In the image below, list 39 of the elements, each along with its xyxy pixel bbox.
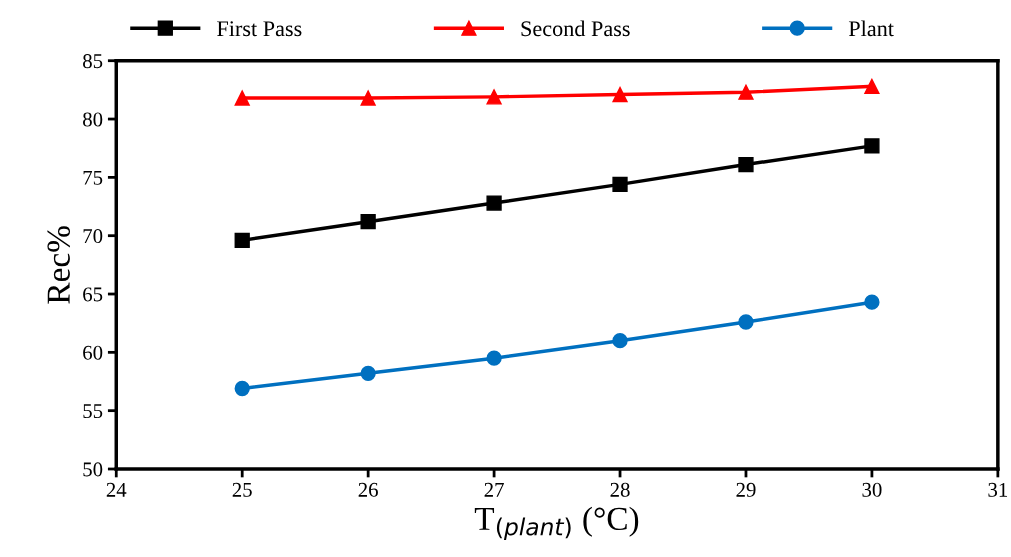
x-tick-label: 30 bbox=[862, 482, 882, 497]
legend-label: Second Pass bbox=[521, 20, 630, 37]
point bbox=[486, 350, 502, 366]
point bbox=[864, 138, 880, 154]
x-axis-title: T$_{(plant)}$ (°C) bbox=[474, 506, 639, 541]
y-axis-title: Rec% bbox=[47, 226, 71, 304]
point bbox=[612, 333, 628, 349]
y-tick-label: 50 bbox=[83, 462, 103, 477]
point bbox=[864, 294, 880, 310]
x-tick-label: 24 bbox=[106, 482, 127, 497]
point bbox=[234, 380, 250, 397]
point bbox=[234, 90, 250, 106]
legend-label: First Pass bbox=[217, 21, 302, 37]
point bbox=[612, 86, 628, 103]
x-tick-label: 27 bbox=[484, 482, 504, 497]
point bbox=[360, 90, 376, 106]
point bbox=[360, 214, 376, 230]
y-tick-label: 75 bbox=[83, 170, 103, 185]
x-tick-label: 29 bbox=[736, 482, 756, 497]
x-tick-label: 26 bbox=[358, 482, 378, 497]
point bbox=[738, 84, 754, 100]
y-tick-label: 60 bbox=[83, 345, 103, 360]
point bbox=[234, 232, 250, 248]
point bbox=[612, 176, 628, 193]
y-tick-label: 55 bbox=[83, 404, 103, 419]
point bbox=[738, 156, 754, 173]
x-tick-label: 25 bbox=[232, 482, 252, 497]
y-tick-label: 70 bbox=[83, 229, 103, 244]
point bbox=[864, 78, 880, 95]
y-tick-label: 65 bbox=[83, 287, 103, 302]
point bbox=[738, 314, 754, 330]
point bbox=[360, 365, 376, 381]
y-tick-label: 80 bbox=[83, 112, 103, 127]
x-tick-label: 31 bbox=[988, 482, 1008, 497]
legend-label: Plant bbox=[848, 20, 894, 37]
point bbox=[486, 195, 502, 211]
y-tick-label: 85 bbox=[83, 54, 103, 69]
x-tick-label: 28 bbox=[610, 482, 630, 497]
point bbox=[486, 89, 502, 105]
